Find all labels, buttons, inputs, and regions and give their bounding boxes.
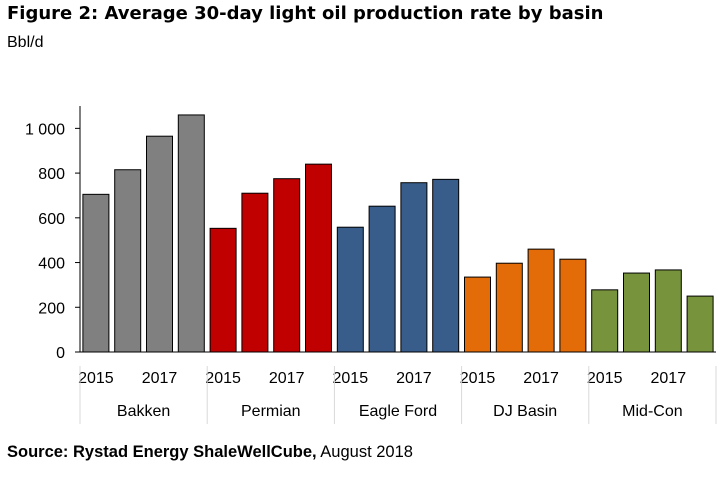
bar-eagle-ford [400, 182, 428, 353]
y-axis: 0 200 400 600 800 1 000 [25, 106, 81, 362]
bar-bakken [82, 193, 110, 353]
x-tick-label-year: 2015 [78, 370, 114, 387]
x-tick-label-year: 2015 [587, 370, 623, 387]
bar-permian [305, 163, 332, 353]
y-tick-label: 0 [56, 345, 65, 362]
bar-eagle-ford [432, 178, 460, 353]
x-tick-label-year: 2015 [460, 370, 496, 387]
x-group-label: Bakken [117, 403, 170, 420]
x-tick-label-year: 2017 [142, 370, 178, 387]
bar-dj-basin [527, 248, 555, 353]
source-date: August 2018 [316, 443, 413, 461]
y-tick-label: 1 000 [25, 121, 65, 138]
bar-dj-basin [495, 262, 523, 353]
bar-bakken [114, 169, 142, 353]
x-tick-label-year: 2015 [333, 370, 369, 387]
bar-mid-con [686, 295, 714, 353]
y-tick-label: 800 [38, 166, 65, 183]
bar-permian [241, 192, 269, 353]
chart-title: Figure 2: Average 30-day light oil produ… [7, 3, 604, 24]
source-note: Source: Rystad Energy ShaleWellCube, Aug… [7, 443, 413, 462]
y-tick-label: 400 [38, 256, 65, 273]
x-tick-label-year: 2015 [205, 370, 241, 387]
y-axis-unit-label: Bbl/d [7, 34, 44, 51]
bar-bakken [177, 114, 205, 353]
x-tick-label-year: 2017 [651, 370, 687, 387]
bar-permian [273, 178, 301, 353]
y-tick-label: 200 [38, 300, 65, 317]
source-label: Source: Rystad Energy ShaleWellCube, [7, 443, 317, 461]
x-tick-label-year: 2017 [269, 370, 305, 387]
y-tick-label: 600 [38, 211, 65, 228]
x-group-label: Eagle Ford [359, 403, 437, 420]
x-group-label: DJ Basin [493, 403, 557, 420]
x-tick-label-year: 2017 [523, 370, 559, 387]
bar-bakken [146, 135, 173, 353]
x-tick-label-year: 2017 [396, 370, 432, 387]
bar-permian [209, 227, 237, 353]
bar-mid-con [591, 289, 619, 353]
bar-mid-con [654, 269, 682, 353]
bar-dj-basin [559, 258, 587, 353]
bar-mid-con [623, 272, 650, 353]
x-group-label: Mid-Con [622, 403, 682, 420]
bar-eagle-ford [368, 205, 396, 353]
x-group-label: Permian [241, 403, 301, 420]
bar-dj-basin [464, 276, 491, 353]
bar-series [82, 114, 714, 353]
bar-eagle-ford [336, 226, 364, 353]
